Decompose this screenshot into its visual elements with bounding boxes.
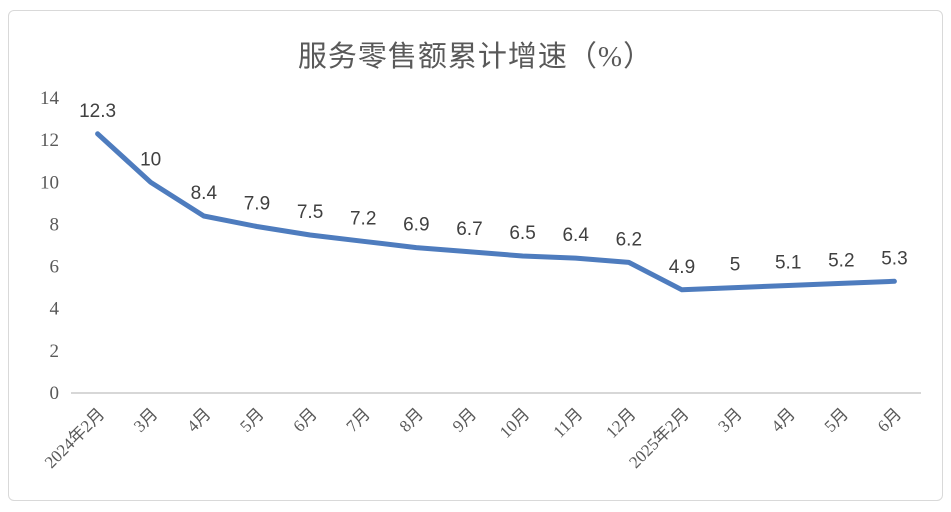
data-point-label: 12.3 xyxy=(79,101,116,122)
data-point-label: 7.2 xyxy=(350,208,376,229)
data-point-label: 6.2 xyxy=(616,229,642,250)
x-axis-tick-label: 4月 xyxy=(768,404,799,435)
x-axis-tick-label: 3月 xyxy=(714,404,745,435)
line-chart-canvas: 0 2 4 6 8 10 12 14 2024年2月 3月 4月 5月 6月 7月 8月 9月 10月 11月 12… xyxy=(40,88,921,472)
data-point-label: 5.2 xyxy=(828,250,854,271)
data-point-label: 7.5 xyxy=(297,202,323,223)
y-axis-tick-label: 2 xyxy=(50,341,60,362)
x-axis-tick-label: 4月 xyxy=(183,404,214,435)
series-line xyxy=(95,131,897,293)
y-axis-tick-label: 12 xyxy=(40,130,59,151)
y-axis-tick-label: 0 xyxy=(50,383,60,404)
y-axis-tick-label: 10 xyxy=(40,172,59,193)
y-axis-tick-label: 8 xyxy=(50,214,60,235)
chart-frame: 服务零售额累计增速（%） 0 2 4 6 8 10 12 14 2024年2月 3月 4月 5月 6月 7… xyxy=(8,10,943,501)
x-axis-tick-label: 2024年2月 xyxy=(41,404,109,472)
x-axis-tick-label: 10月 xyxy=(496,404,533,441)
data-point-label: 10 xyxy=(140,149,161,170)
x-axis-tick-label: 5月 xyxy=(821,404,852,435)
x-axis-tick-label: 7月 xyxy=(343,404,374,435)
x-axis-tick-label: 9月 xyxy=(449,404,480,435)
data-point-label: 5.3 xyxy=(881,248,907,269)
y-axis-tick-label: 14 xyxy=(40,88,60,109)
x-axis-tick-label: 12月 xyxy=(602,404,639,441)
data-point-label: 6.4 xyxy=(562,225,589,246)
data-point-label: 8.4 xyxy=(191,183,218,204)
data-point-label: 5 xyxy=(730,255,741,276)
data-point-label: 4.9 xyxy=(669,257,695,278)
y-axis-tick-label: 6 xyxy=(50,257,60,278)
x-axis-tick-label: 8月 xyxy=(396,404,427,435)
data-point-label: 6.9 xyxy=(403,215,429,236)
chart-title: 服务零售额累计增速（%） xyxy=(297,41,654,73)
data-point-label: 7.9 xyxy=(244,194,270,215)
x-axis-tick-label: 11月 xyxy=(549,404,586,441)
x-axis-tick-label: 5月 xyxy=(236,404,267,435)
x-axis-tick-label: 3月 xyxy=(130,404,161,435)
x-axis-tick-label: 6月 xyxy=(289,404,320,435)
data-point-label: 6.7 xyxy=(456,219,482,240)
data-point-label: 5.1 xyxy=(775,253,801,274)
data-point-label: 6.5 xyxy=(509,223,535,244)
y-axis-tick-label: 4 xyxy=(50,299,60,320)
x-axis-tick-label: 6月 xyxy=(874,404,905,435)
